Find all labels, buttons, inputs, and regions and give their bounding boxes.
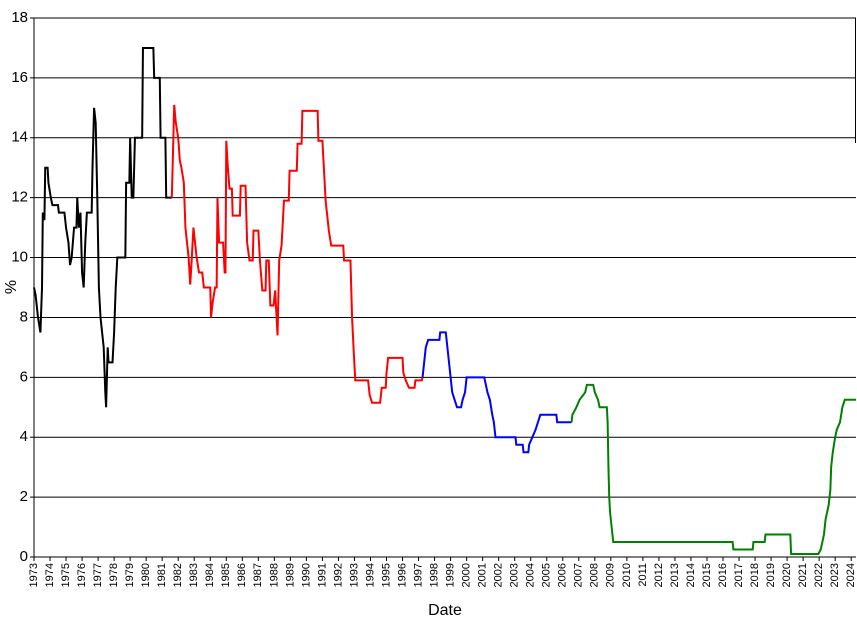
x-tick-label: 2013 xyxy=(669,563,681,587)
x-tick-label: 1996 xyxy=(396,563,408,587)
x-tick-label: 1999 xyxy=(445,563,457,587)
x-tick-label: 1993 xyxy=(348,563,360,587)
x-axis-label: Date xyxy=(428,602,462,619)
line-series xyxy=(33,46,172,408)
x-tick-label: 1985 xyxy=(220,563,232,587)
x-tick-label: 1976 xyxy=(76,563,88,587)
x-tick-label: 2022 xyxy=(813,563,825,587)
line-series xyxy=(170,104,424,404)
x-tick-label: 1983 xyxy=(188,563,200,587)
x-tick-label: 1995 xyxy=(380,563,392,587)
x-tick-label: 2004 xyxy=(525,563,537,587)
x-tick-label: 2008 xyxy=(589,563,601,587)
x-tick-label: 2018 xyxy=(749,563,761,587)
x-tick-label: 2005 xyxy=(541,563,553,587)
x-tick-label: 2006 xyxy=(557,563,569,587)
y-tick-label: 12 xyxy=(11,189,28,206)
x-tick-label: 1994 xyxy=(364,563,376,587)
x-tick-label: 2011 xyxy=(637,563,649,587)
x-tick-label: 1991 xyxy=(316,563,328,587)
x-tick-label: 1987 xyxy=(252,563,264,587)
x-tick-label: 1977 xyxy=(92,563,104,587)
line-series xyxy=(570,383,856,556)
x-tick-label: 2014 xyxy=(685,563,697,587)
x-tick-label: 1974 xyxy=(44,563,56,587)
x-tick-label: 1980 xyxy=(140,563,152,587)
x-tick-label: 2016 xyxy=(717,563,729,587)
x-tick-label: 2010 xyxy=(621,563,633,587)
y-tick-label: 4 xyxy=(20,428,28,445)
x-tick-label: 1998 xyxy=(428,563,440,587)
x-tick-label: 1984 xyxy=(204,563,216,587)
y-tick-label: 0 xyxy=(20,548,28,565)
x-tick-label: 2012 xyxy=(653,563,665,587)
y-tick-label: 10 xyxy=(11,249,28,266)
x-tick-label: 2000 xyxy=(461,563,473,587)
y-tick-label: 16 xyxy=(11,69,28,86)
x-tick-label: 2023 xyxy=(829,563,841,587)
y-tick-label: 18 xyxy=(11,9,28,26)
x-tick-label: 1981 xyxy=(156,563,168,587)
x-tick-label: 2007 xyxy=(573,563,585,587)
x-tick-label: 2003 xyxy=(509,563,521,587)
y-axis-label: % xyxy=(3,280,20,294)
y-tick-label: 8 xyxy=(20,308,28,325)
x-tick-label: 1979 xyxy=(124,563,136,587)
x-tick-label: 2002 xyxy=(493,563,505,587)
x-tick-label: 2020 xyxy=(781,563,793,587)
x-tick-label: 1975 xyxy=(60,563,72,587)
x-tick-label: 2015 xyxy=(701,563,713,587)
x-tick-label: 2009 xyxy=(605,563,617,587)
x-tick-label: 1989 xyxy=(284,563,296,587)
x-tick-label: 1988 xyxy=(268,563,280,587)
x-tick-label: 1978 xyxy=(108,563,120,587)
x-tick-label: 1982 xyxy=(172,563,184,587)
x-tick-label: 2024 xyxy=(845,563,857,587)
x-tick-label: 1973 xyxy=(28,563,40,587)
x-tick-label: 1992 xyxy=(332,563,344,587)
x-tick-label: 2001 xyxy=(477,563,489,587)
x-tick-label: 1997 xyxy=(412,563,424,587)
x-tick-label: 1990 xyxy=(300,563,312,587)
y-tick-label: 2 xyxy=(20,488,28,505)
x-tick-label: 1986 xyxy=(236,563,248,587)
y-tick-label: 6 xyxy=(20,368,28,385)
x-tick-label: 2017 xyxy=(733,563,745,587)
x-tick-label: 2021 xyxy=(797,563,809,587)
y-tick-label: 14 xyxy=(11,129,28,146)
line-series xyxy=(421,331,572,454)
x-tick-label: 2019 xyxy=(765,563,777,587)
